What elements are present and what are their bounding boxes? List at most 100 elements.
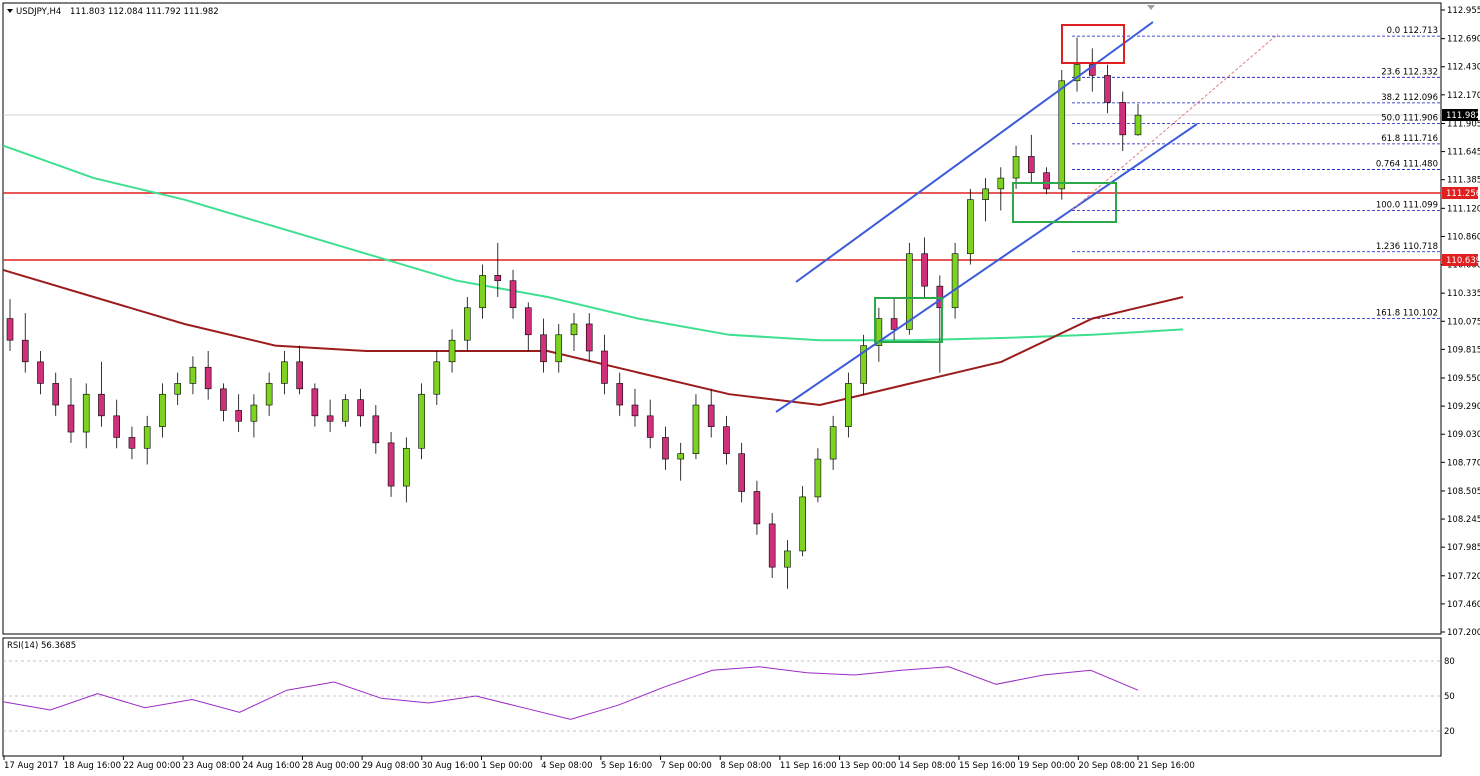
candle-body (82, 393, 90, 433)
time-tick-label: 1 Sep 00:00 (481, 761, 532, 771)
candle-body (448, 339, 456, 363)
price-tick-label: 109.290 (1447, 402, 1480, 412)
candle-body (342, 399, 349, 422)
candle-body (433, 361, 441, 395)
time-tick-label: 29 Aug 08:00 (362, 761, 419, 771)
menu-triangle-icon[interactable] (7, 9, 13, 13)
candle-body (799, 496, 806, 552)
level-label-text: 110.639 (1446, 256, 1480, 266)
time-tick-label: 4 Sep 08:00 (541, 761, 592, 771)
time-tick-label: 7 Sep 00:00 (661, 761, 712, 771)
candle-body (1073, 64, 1081, 82)
candle-body (631, 404, 639, 417)
candle-body (1119, 102, 1127, 136)
time-tick-label: 15 Sep 16:00 (959, 761, 1016, 771)
candle-body (387, 442, 395, 487)
support-highlight-box-upper (1012, 182, 1117, 223)
candle-body (159, 393, 166, 427)
fib-level-label: 100.0 111.099 (1376, 201, 1438, 211)
candle-body (281, 361, 288, 384)
candle-body (906, 253, 913, 330)
level-label-text: 111.256 (1446, 189, 1480, 199)
candle-body (1088, 64, 1096, 76)
candle-body (98, 393, 105, 417)
candle-body (768, 523, 776, 568)
time-tick-label: 23 Aug 08:00 (183, 761, 240, 771)
price-tick-label: 111.645 (1447, 148, 1480, 158)
time-tick-label: 11 Sep 16:00 (780, 761, 837, 771)
candle-body (997, 177, 1005, 190)
candle-body (1027, 156, 1035, 173)
candle-body (403, 447, 410, 487)
price-tick-label: 110.860 (1447, 232, 1480, 242)
ma-fast-line (2, 268, 1184, 407)
candle-body (524, 307, 532, 336)
time-axis: 17 Aug 2017 18 Aug 16:00 22 Aug 00:00 23 Au… (3, 756, 1195, 771)
candle-body (21, 339, 29, 363)
fib-extension-line (1071, 33, 1279, 211)
shift-marker-icon[interactable] (1147, 5, 1155, 10)
price-tick-label: 110.335 (1447, 289, 1480, 299)
price-tick-label: 111.120 (1447, 204, 1480, 214)
candle-body (357, 399, 364, 417)
candle-body (250, 404, 258, 422)
price-tick-label: 108.245 (1447, 515, 1480, 525)
candle-body (860, 345, 867, 384)
candle-body (845, 383, 852, 427)
rsi-tick-50: 50 (1444, 692, 1455, 702)
time-tick-label: 8 Sep 08:00 (720, 761, 771, 771)
time-tick-label: 5 Sep 16:00 (601, 761, 652, 771)
level-label-110639: 110.639 (1442, 254, 1480, 266)
symbol-label: USDJPY,H4 (16, 7, 61, 17)
candle-body (723, 426, 730, 454)
time-tick-label: 21 Sep 16:00 (1138, 761, 1195, 771)
candle-body (738, 453, 745, 492)
time-tick-label: 30 Aug 16:00 (422, 761, 479, 771)
candle-body (494, 275, 502, 282)
price-tick-label: 109.550 (1447, 374, 1480, 384)
price-tick-label: 112.690 (1447, 35, 1480, 45)
candles (6, 37, 1142, 589)
price-tick-label: 107.460 (1447, 600, 1480, 610)
current-price-text: 111.982 (1446, 111, 1480, 121)
rsi-line (2, 666, 1139, 720)
candle-body (6, 318, 14, 341)
time-tick-label: 19 Sep 00:00 (1019, 761, 1076, 771)
candle-body (67, 404, 75, 433)
price-tick-label: 109.030 (1447, 430, 1480, 440)
fib-level-label: 0.0 112.713 (1387, 26, 1438, 36)
time-tick-label: 22 Aug 00:00 (123, 761, 180, 771)
candle-body (52, 383, 60, 406)
candle-body (921, 253, 928, 287)
channel-upper-line[interactable] (795, 21, 1154, 283)
price-tick-label: 107.985 (1447, 543, 1480, 553)
candle-body (1058, 80, 1066, 190)
candle-body (128, 437, 136, 449)
fibonacci-layer[interactable]: 0.0 112.713 23.6 112.332 38.2 112.096 50.0 … (1072, 26, 1441, 319)
candle-body (296, 361, 303, 390)
main-pane-frame (2, 2, 1442, 635)
candle-body (265, 383, 273, 406)
candle-body (509, 280, 517, 309)
candle-body (220, 388, 227, 411)
price-tick-label: 107.200 (1447, 628, 1480, 638)
candle-body (616, 383, 624, 406)
candle-body (555, 334, 563, 363)
candle-body (570, 323, 578, 336)
candle-body (662, 437, 669, 460)
candle-body (784, 550, 791, 568)
price-tick-label: 110.075 (1447, 317, 1480, 327)
price-tick-label: 111.905 (1447, 119, 1480, 129)
candle-body (113, 415, 121, 438)
resistance-highlight-box (1061, 24, 1125, 64)
channel-lower-line[interactable] (775, 123, 1198, 413)
candle-body (540, 334, 547, 363)
candle-body (707, 404, 715, 427)
ohlc-label: 111.803 112.084 111.792 111.982 (70, 7, 219, 17)
price-tick-label: 109.815 (1447, 345, 1480, 355)
price-tick-label: 108.505 (1447, 487, 1480, 497)
candle-body (311, 388, 319, 417)
candle-body (235, 410, 242, 422)
